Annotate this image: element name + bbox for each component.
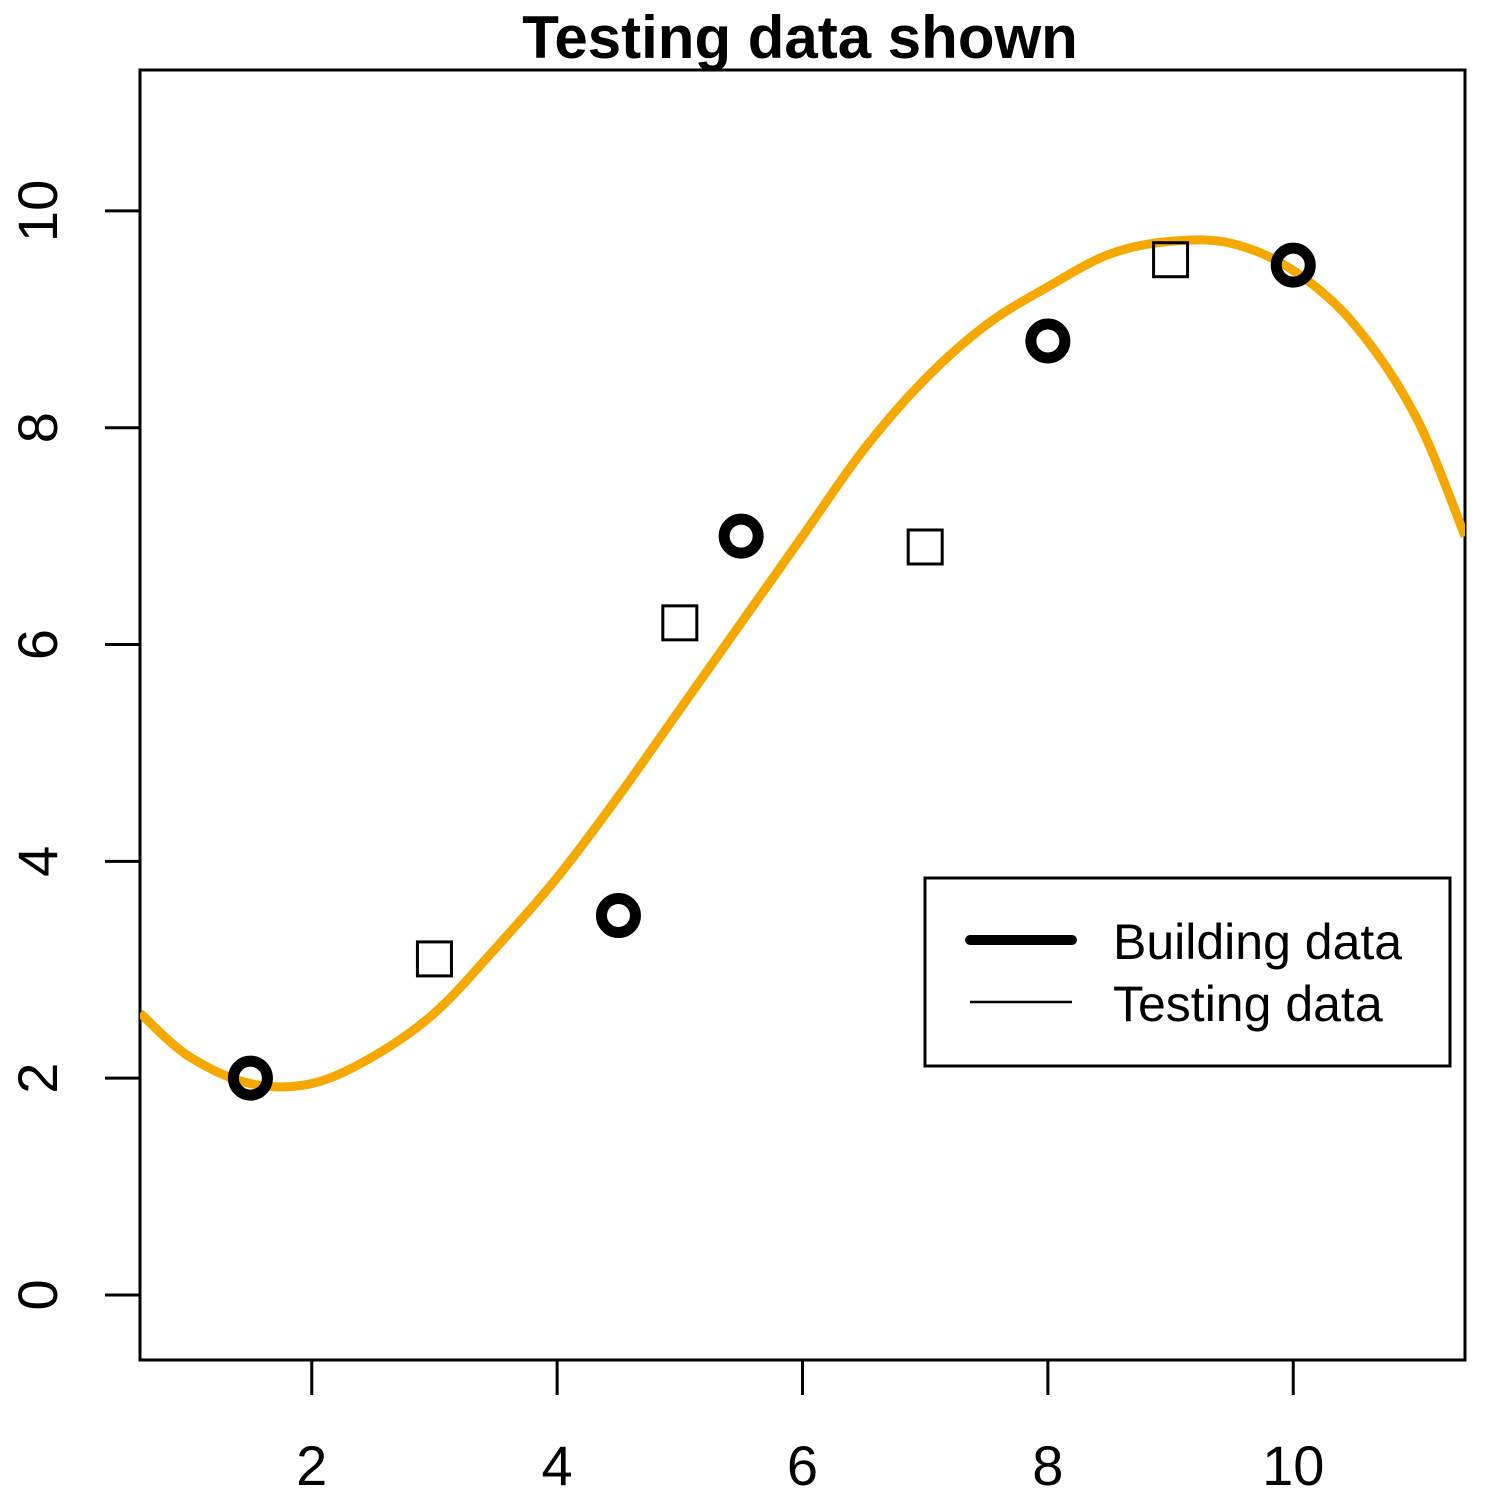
building-data-point bbox=[1025, 318, 1071, 364]
x-tick-label: 10 bbox=[1262, 1434, 1324, 1497]
building-data-point bbox=[595, 893, 641, 939]
testing-data-point bbox=[906, 528, 944, 566]
points-layer bbox=[227, 241, 1316, 1101]
y-tick-label: 8 bbox=[6, 412, 69, 443]
y-tick-label: 6 bbox=[6, 629, 69, 660]
building-data-point bbox=[718, 513, 764, 559]
y-tick-label: 10 bbox=[6, 180, 69, 242]
y-tick-label: 0 bbox=[6, 1279, 69, 1310]
chart-title: Testing data shown bbox=[522, 4, 1078, 71]
fitted-curve-layer bbox=[140, 235, 1465, 1092]
testing-data-point bbox=[1152, 241, 1190, 279]
building-data-point bbox=[1270, 242, 1316, 288]
fitted-curve bbox=[140, 235, 1465, 1092]
legend-label-testing: Testing data bbox=[1113, 976, 1383, 1032]
building-data-point bbox=[227, 1055, 273, 1101]
legend: Building data Testing data bbox=[923, 876, 1452, 1068]
y-tick-label: 4 bbox=[6, 846, 69, 877]
plot-frame bbox=[138, 68, 1467, 1362]
testing-data-point bbox=[661, 604, 699, 642]
x-tick-label: 2 bbox=[296, 1434, 327, 1497]
x-tick-label: 4 bbox=[542, 1434, 573, 1497]
y-tick-label: 2 bbox=[6, 1063, 69, 1094]
axes: 2 4 6 8 10 0 2 4 6 8 10 bbox=[6, 180, 1324, 1497]
testing-data-point bbox=[415, 940, 453, 978]
legend-box bbox=[923, 876, 1452, 1068]
x-tick-label: 8 bbox=[1032, 1434, 1063, 1497]
x-tick-label: 6 bbox=[787, 1434, 818, 1497]
legend-label-building: Building data bbox=[1113, 914, 1402, 970]
